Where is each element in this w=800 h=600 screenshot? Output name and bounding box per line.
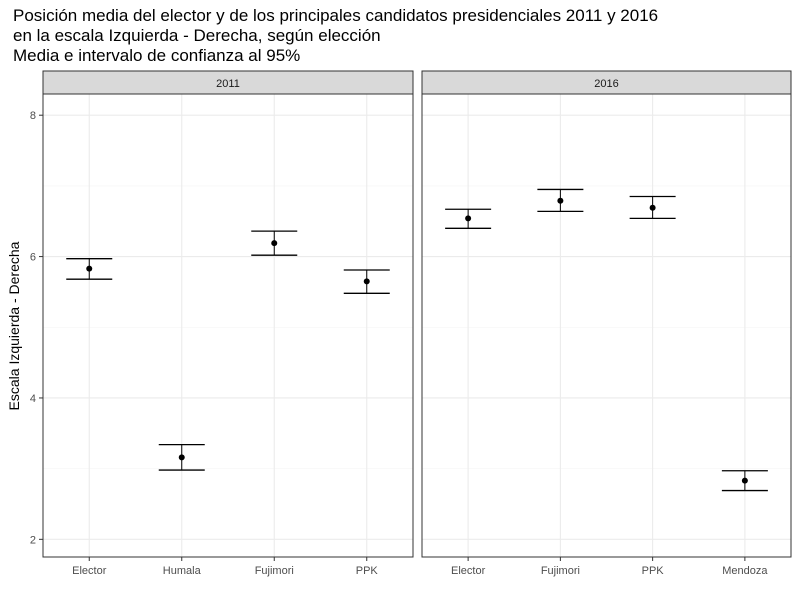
errorbar-elector bbox=[66, 258, 113, 280]
grid bbox=[422, 94, 791, 557]
panel-2016: 2016 Elector Fujimori PPK Mendoza bbox=[421, 70, 792, 577]
title-line-1: Posición media del elector y de los prin… bbox=[13, 6, 658, 25]
facet-strip-label: 2016 bbox=[594, 78, 618, 90]
facet-strip-label: 2011 bbox=[216, 78, 240, 90]
y-tick-label: 2 bbox=[30, 534, 36, 546]
x-tick-label: Fujimori bbox=[255, 565, 294, 577]
x-tick-label: Mendoza bbox=[722, 565, 768, 577]
mean-point bbox=[178, 454, 185, 461]
panel-border bbox=[42, 93, 414, 558]
x-tick-label: Humala bbox=[163, 565, 202, 577]
mean-point bbox=[649, 204, 656, 211]
mean-point bbox=[557, 197, 564, 204]
title-line-3: Media e intervalo de confianza al 95% bbox=[13, 46, 300, 65]
errorbar-ppk bbox=[343, 269, 390, 294]
x-tick-label: Elector bbox=[451, 565, 486, 577]
panel-2011: 2011 Elector Humala Fujimori PPK bbox=[42, 70, 414, 577]
x-tick-label: PPK bbox=[356, 565, 379, 577]
y-axis: 2 4 6 8 bbox=[30, 110, 43, 546]
x-tick-label: Fujimori bbox=[541, 565, 580, 577]
y-tick-label: 8 bbox=[30, 110, 36, 122]
errorbar-humala bbox=[158, 443, 205, 471]
y-axis-title: Escala Izquierda - Derecha bbox=[6, 241, 22, 410]
grid bbox=[43, 94, 413, 557]
panel-border bbox=[421, 93, 792, 558]
chart-title: Posición media del elector y de los prin… bbox=[13, 6, 658, 65]
errorbar-mendoza bbox=[721, 470, 768, 492]
x-tick-label: Elector bbox=[72, 565, 107, 577]
mean-point bbox=[271, 240, 278, 247]
y-tick-label: 4 bbox=[30, 393, 36, 405]
mean-point bbox=[741, 477, 748, 484]
errorbar-fujimori bbox=[537, 188, 584, 212]
errorbar-elector bbox=[445, 208, 492, 229]
panels: 2 4 6 8 2011 Elector Humala Fujimori PPK 2016 Elec… bbox=[30, 70, 792, 577]
y-tick-label: 6 bbox=[30, 252, 36, 264]
x-tick-label: PPK bbox=[642, 565, 665, 577]
errorbar-fujimori bbox=[251, 230, 298, 256]
title-line-2: en la escala Izquierda - Derecha, según … bbox=[13, 26, 381, 45]
mean-point bbox=[465, 215, 472, 222]
mean-point bbox=[86, 265, 93, 272]
mean-point bbox=[363, 278, 370, 285]
errorbar-ppk bbox=[629, 195, 676, 220]
